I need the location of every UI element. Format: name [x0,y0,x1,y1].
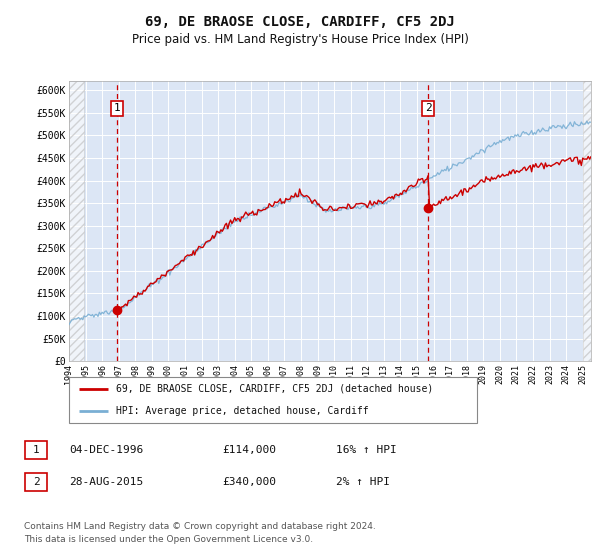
Text: £340,000: £340,000 [222,477,276,487]
Bar [69,81,84,361]
Text: Price paid vs. HM Land Registry's House Price Index (HPI): Price paid vs. HM Land Registry's House … [131,32,469,46]
Text: 1: 1 [114,103,121,113]
Text: 28-AUG-2015: 28-AUG-2015 [69,477,143,487]
Text: 2% ↑ HPI: 2% ↑ HPI [336,477,390,487]
Text: 2: 2 [425,103,431,113]
Bar [583,81,591,361]
Text: Contains HM Land Registry data © Crown copyright and database right 2024.
This d: Contains HM Land Registry data © Crown c… [24,522,376,544]
Text: 69, DE BRAOSE CLOSE, CARDIFF, CF5 2DJ (detached house): 69, DE BRAOSE CLOSE, CARDIFF, CF5 2DJ (d… [116,384,433,394]
Text: 04-DEC-1996: 04-DEC-1996 [69,445,143,455]
Text: HPI: Average price, detached house, Cardiff: HPI: Average price, detached house, Card… [116,406,368,416]
Text: 69, DE BRAOSE CLOSE, CARDIFF, CF5 2DJ: 69, DE BRAOSE CLOSE, CARDIFF, CF5 2DJ [145,15,455,29]
Text: 2: 2 [32,477,40,487]
Text: £114,000: £114,000 [222,445,276,455]
Text: 16% ↑ HPI: 16% ↑ HPI [336,445,397,455]
Text: 1: 1 [32,445,40,455]
